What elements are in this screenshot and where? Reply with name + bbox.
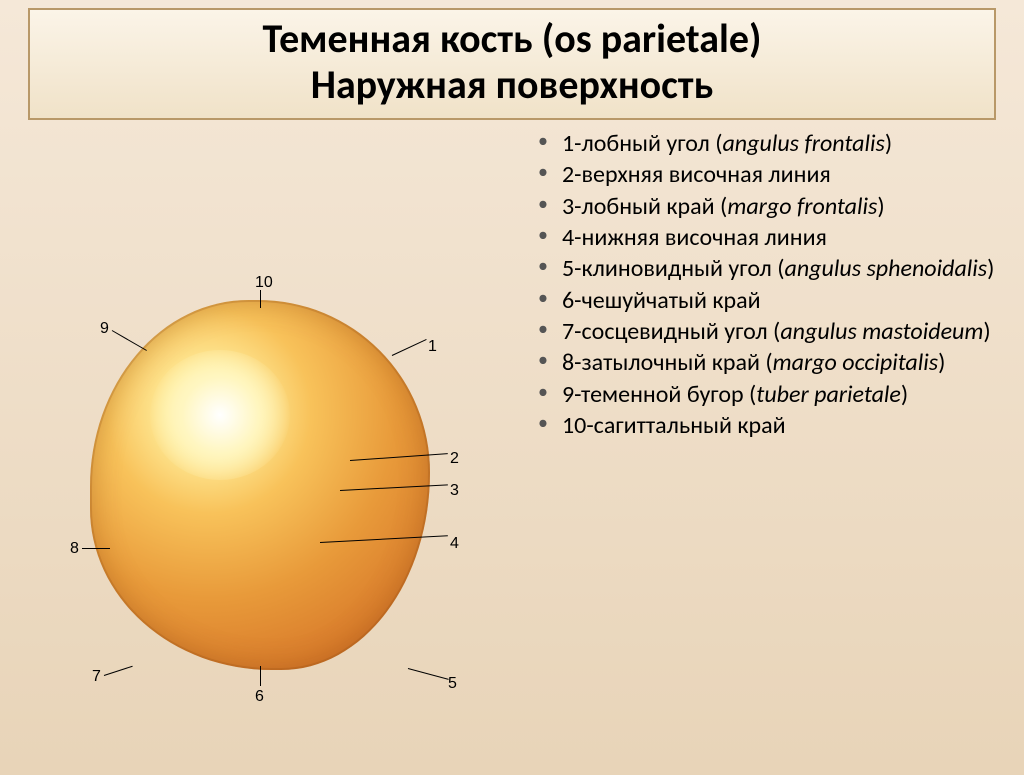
leader-10 xyxy=(260,290,261,308)
leader-6 xyxy=(260,666,261,686)
label-2: 2 xyxy=(450,450,459,468)
bone-shape xyxy=(90,300,430,670)
label-8: 8 xyxy=(70,540,79,558)
legend-item: 3-лобный край (margo frontalis) xyxy=(510,193,996,221)
legend-item: 6-чешуйчатый край xyxy=(510,287,996,315)
legend-item: 4-нижняя височная линия xyxy=(510,224,996,252)
leader-9 xyxy=(112,330,147,351)
legend-item: 1-лобный угол (angulus frontalis) xyxy=(510,130,996,158)
leader-5 xyxy=(408,668,449,680)
legend-item: 10-сагиттальный край xyxy=(510,412,996,440)
label-5: 5 xyxy=(448,675,457,693)
legend-item: 8-затылочный край (margo occipitalis) xyxy=(510,349,996,377)
legend-list: 1-лобный угол (angulus frontalis) 2-верхн… xyxy=(510,130,996,440)
title-line-2: Наружная поверхность xyxy=(40,62,984,108)
legend-item: 9-теменной бугор (tuber parietale) xyxy=(510,381,996,409)
title-line-1: Теменная кость (os parietale) xyxy=(40,16,984,62)
bone-highlight xyxy=(150,350,290,480)
leader-1 xyxy=(392,339,427,356)
illustration-panel: 10 9 1 2 3 4 8 7 6 5 xyxy=(0,130,510,730)
label-9: 9 xyxy=(100,320,109,338)
leader-7 xyxy=(104,666,133,676)
legend-item: 2-верхняя височная линия xyxy=(510,161,996,189)
legend-item: 7-сосцевидный угол (angulus mastoideum) xyxy=(510,318,996,346)
content-area: 10 9 1 2 3 4 8 7 6 5 1-лобный угол (angu… xyxy=(0,130,1024,730)
label-6: 6 xyxy=(255,688,264,706)
label-3: 3 xyxy=(450,482,459,500)
legend-item: 5-клиновидный угол (angulus sphenoidalis… xyxy=(510,255,996,283)
label-7: 7 xyxy=(92,668,101,686)
leader-8 xyxy=(82,548,110,549)
label-4: 4 xyxy=(450,535,459,553)
legend-panel: 1-лобный угол (angulus frontalis) 2-верхн… xyxy=(510,130,1024,730)
label-10: 10 xyxy=(255,274,273,292)
slide-title-box: Теменная кость (os parietale) Наружная п… xyxy=(28,8,996,120)
bone-illustration: 10 9 1 2 3 4 8 7 6 5 xyxy=(60,280,460,700)
label-1: 1 xyxy=(428,338,437,356)
